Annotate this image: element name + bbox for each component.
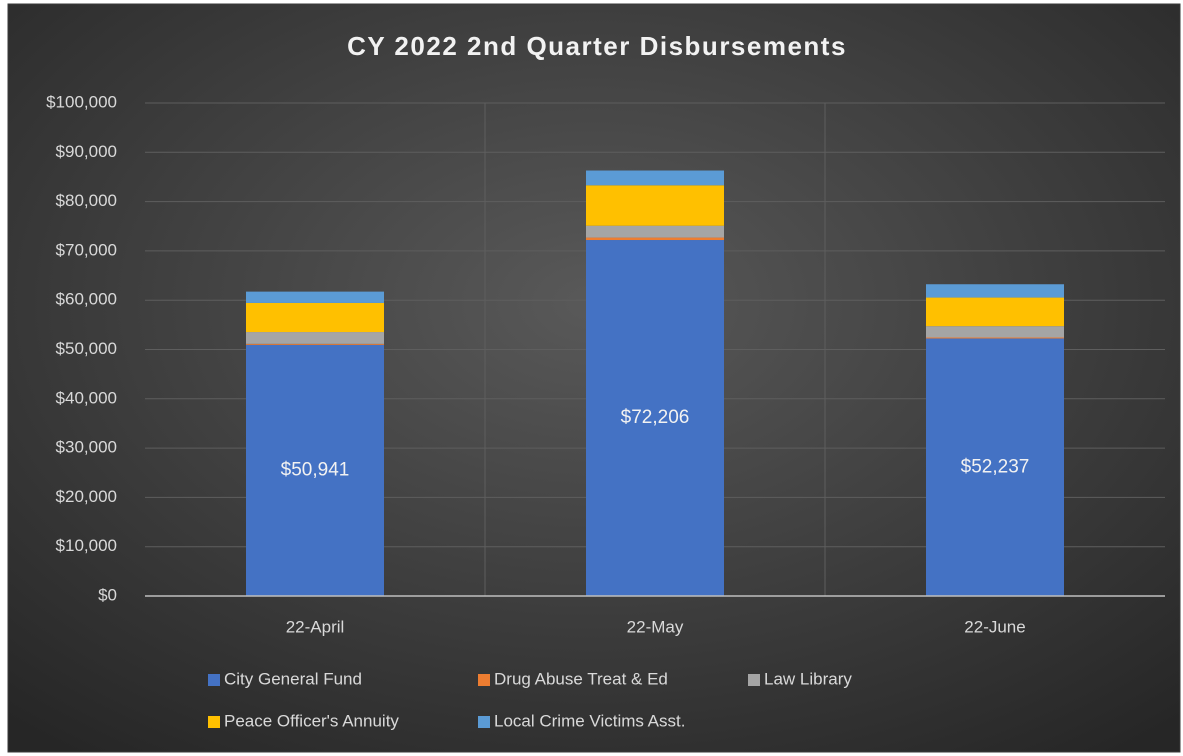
y-tick-label: $80,000	[56, 191, 117, 210]
legend-swatch	[478, 674, 490, 686]
y-tick-label: $70,000	[56, 240, 117, 259]
bar-segment	[246, 343, 384, 345]
bar-segment	[926, 297, 1064, 327]
bar-segment	[926, 337, 1064, 339]
legend-swatch	[478, 716, 490, 728]
y-tick-label: $30,000	[56, 438, 117, 457]
legend-swatch	[208, 674, 220, 686]
bar-segment	[586, 237, 724, 241]
legend-swatch	[208, 716, 220, 728]
y-tick-label: $100,000	[46, 92, 117, 111]
legend-swatch	[748, 674, 760, 686]
bar-segment	[926, 326, 1064, 338]
bar-segment	[586, 185, 724, 226]
y-tick-label: $10,000	[56, 536, 117, 555]
y-tick-label: $90,000	[56, 142, 117, 161]
legend-label: Peace Officer's Annuity	[224, 711, 399, 730]
y-tick-label: $60,000	[56, 290, 117, 309]
x-tick-label: 22-June	[964, 617, 1025, 636]
legend-label: Drug Abuse Treat & Ed	[494, 669, 668, 688]
bar-segment	[246, 291, 384, 303]
y-tick-label: $50,000	[56, 339, 117, 358]
x-tick-label: 22-May	[627, 617, 684, 636]
y-tick-label: $0	[98, 585, 117, 604]
legend-label: Law Library	[764, 669, 852, 688]
bar-segment	[246, 332, 384, 344]
bar-segment	[246, 344, 384, 596]
x-tick-label: 22-April	[286, 617, 345, 636]
bar-segment	[586, 170, 724, 186]
bar-segment	[586, 240, 724, 596]
bar-segment	[926, 284, 1064, 298]
bar-segment	[926, 338, 1064, 596]
y-tick-label: $20,000	[56, 487, 117, 506]
bar-segment	[246, 302, 384, 333]
chart-title: CY 2022 2nd Quarter Disbursements	[347, 31, 847, 61]
data-label: $72,206	[621, 407, 690, 428]
legend-label: City General Fund	[224, 669, 362, 688]
legend-label: Local Crime Victims Asst.	[494, 711, 685, 730]
y-tick-label: $40,000	[56, 388, 117, 407]
data-label: $50,941	[281, 459, 350, 480]
bar-segment	[586, 225, 724, 238]
data-label: $52,237	[961, 456, 1030, 477]
